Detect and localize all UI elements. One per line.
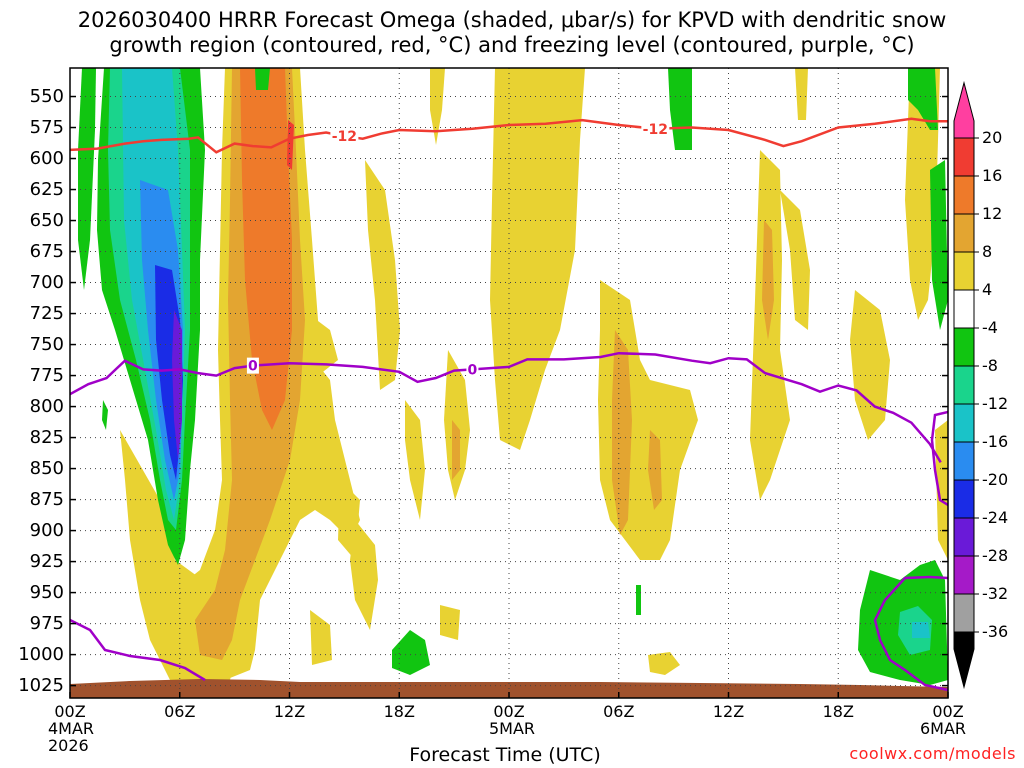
colorbar-swatch: [953, 479, 975, 519]
colorbar-arrow-top: [953, 80, 975, 139]
x-tick-sublabel: 5MAR: [489, 719, 536, 738]
contour-label: 0: [248, 359, 258, 375]
x-tick-label: 12Z: [712, 702, 745, 721]
omega-positive-12-region: [240, 68, 292, 430]
y-tick-label: 750: [29, 333, 64, 355]
colorbar-label: -12: [982, 394, 1009, 413]
contour-lines: -12 -12 0 0: [70, 117, 948, 464]
dendritic-isotherm-line: [70, 117, 948, 154]
y-tick-label: 725: [29, 302, 64, 324]
y-tick-label: 700: [29, 271, 64, 293]
y-tick-label: 875: [29, 488, 64, 510]
x-tick-label: 18Z: [383, 702, 415, 721]
y-tick-label: 1000: [18, 643, 64, 665]
y-tick-label: 925: [29, 550, 64, 572]
colorbar-label: -24: [982, 508, 1009, 527]
y-tick-label: 600: [29, 147, 64, 169]
colorbar-swatch: [953, 441, 975, 481]
contour-label-bg: [330, 128, 359, 145]
colorbar-swatch: [953, 403, 975, 443]
x-tick-label: 06Z: [603, 702, 635, 721]
colorbar-label: -28: [982, 546, 1009, 565]
contour-label: -12: [332, 129, 357, 145]
colorbar-label: -20: [982, 470, 1009, 489]
y-tick-label: 675: [29, 240, 64, 262]
x-tick-sublabel: 4MAR: [48, 719, 95, 738]
x-tick-label: 00Z: [493, 702, 525, 721]
y-tick-label: 850: [29, 457, 64, 479]
omega-positive-16-region: [287, 120, 294, 170]
x-tick-label: 12Z: [273, 702, 306, 721]
colorbar-label: 20: [982, 128, 1003, 147]
colorbar-swatch: [953, 517, 975, 557]
colorbar-label: 4: [982, 280, 993, 299]
y-axis-ticks: [70, 95, 948, 687]
colorbar-label: -8: [982, 356, 998, 375]
colorbar-swatch: [953, 137, 975, 177]
colorbar-label: 8: [982, 242, 993, 261]
x-tick-sublabel: 2026: [48, 736, 89, 755]
contour-label: -12: [643, 122, 668, 138]
y-tick-label: 800: [29, 395, 64, 417]
contour-label: 0: [468, 362, 478, 378]
colorbar-label: 12: [982, 204, 1003, 223]
x-tick-label: 18Z: [822, 702, 854, 721]
y-tick-label: 900: [29, 519, 64, 541]
y-tick-label: 575: [29, 116, 64, 138]
y-tick-label: 825: [29, 426, 64, 448]
x-axis-title: Forecast Time (UTC): [409, 744, 601, 766]
x-tick-label: 00Z: [932, 702, 964, 721]
y-tick-label: 625: [29, 178, 64, 200]
colorbar-swatch: [953, 555, 975, 595]
colorbar-label: -16: [982, 432, 1009, 451]
y-tick-label: 975: [29, 612, 64, 634]
colorbar-arrow-bottom: [953, 631, 975, 690]
y-tick-label: 550: [29, 85, 64, 107]
colorbar-swatch: [953, 251, 975, 291]
source-credit: coolwx.com/models: [849, 744, 1016, 763]
contour-label-bg: [641, 120, 670, 137]
chart-title-line-1: 2026030400 HRRR Forecast Omega (shaded, …: [77, 8, 947, 32]
x-tick-label: 00Z: [54, 702, 86, 721]
y-tick-label: 650: [29, 209, 64, 231]
omega-negative-28-region: [172, 310, 182, 460]
y-tick-label: 1025: [18, 674, 64, 696]
colorbar-swatch: [953, 175, 975, 215]
contour-label-bg: [466, 361, 479, 378]
colorbar-swatch: [953, 213, 975, 253]
colorbar-swatch: [953, 289, 975, 329]
colorbar: [953, 80, 979, 690]
y-tick-label: 775: [29, 364, 64, 386]
x-tick-sublabel: 6MAR: [920, 719, 967, 738]
colorbar-label: -32: [982, 584, 1009, 603]
x-tick-label: 06Z: [164, 702, 196, 721]
colorbar-swatch: [953, 365, 975, 405]
contour-label-bg: [246, 357, 259, 374]
freezing-level-extra-segments: [70, 410, 948, 692]
y-tick-label: 950: [29, 581, 64, 603]
colorbar-label: 16: [982, 166, 1003, 185]
x-axis-ticks: [69, 692, 949, 698]
chart-title-line-2: growth region (contoured, red, °C) and f…: [109, 33, 915, 57]
freezing-level-line: [70, 351, 942, 464]
colorbar-label: -4: [982, 318, 998, 337]
colorbar-label: -36: [982, 622, 1009, 641]
colorbar-swatch: [953, 327, 975, 367]
colorbar-swatch: [953, 593, 975, 633]
